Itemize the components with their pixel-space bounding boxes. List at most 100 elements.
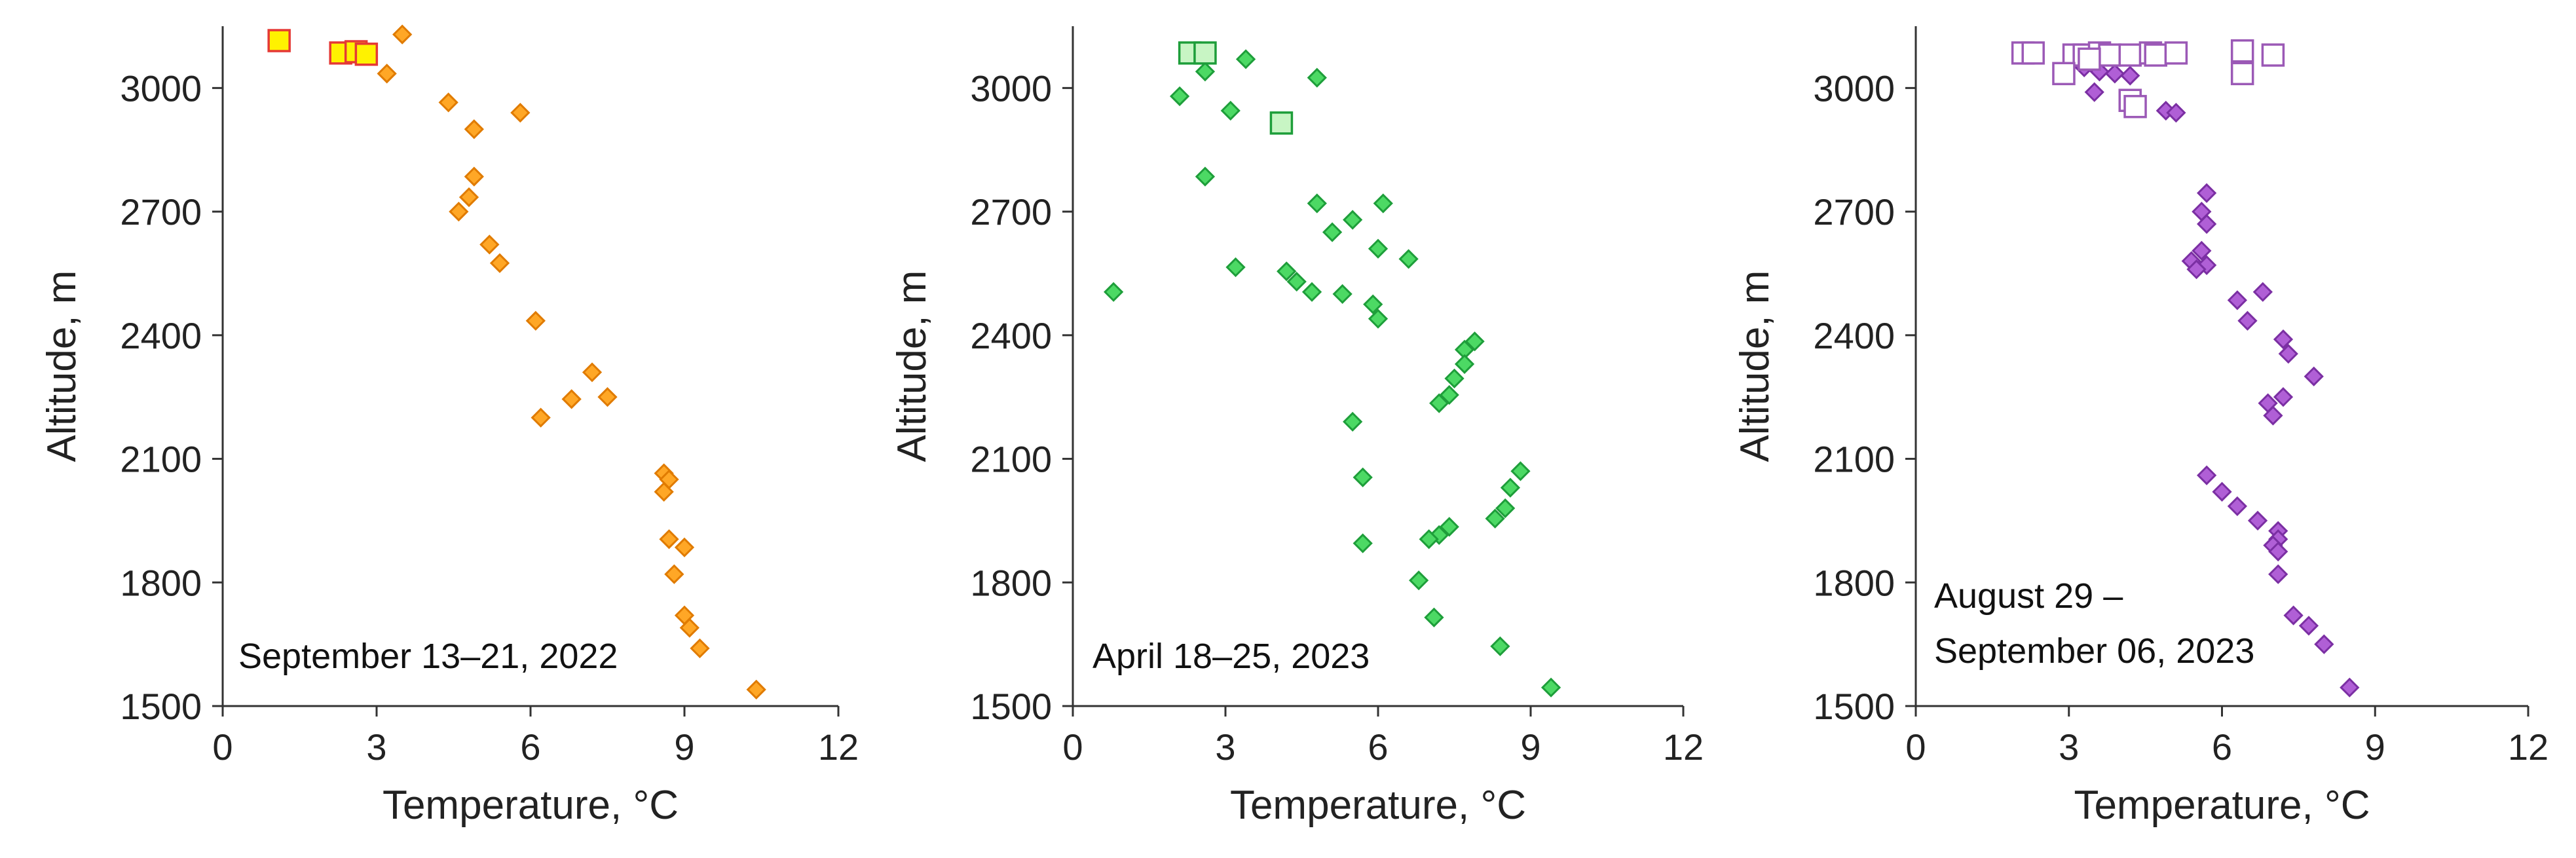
diamond-point (1225, 257, 1246, 278)
diamond-point (1500, 477, 1521, 498)
diamond-point (659, 529, 679, 550)
diamond-point (2247, 510, 2268, 531)
x-tick-label: 12 (1663, 726, 1704, 768)
diamond-point (2340, 677, 2360, 698)
y-tick-label: 1500 (970, 686, 1052, 727)
diamond-point (1540, 677, 1561, 698)
diamond-point (2212, 481, 2232, 502)
diamond-point (449, 201, 469, 222)
diamond-point (1195, 166, 1216, 187)
y-tick-label: 2700 (1813, 191, 1895, 233)
square-point (1193, 41, 1217, 65)
period-annotation: September 06, 2023 (1934, 631, 2254, 671)
y-tick-label: 2100 (1813, 439, 1895, 480)
square-point (2144, 43, 2167, 67)
diamond-point (2298, 616, 2319, 636)
x-axis-title: Temperature, °C (1230, 783, 1526, 828)
x-axis-title: Temperature, °C (2074, 783, 2370, 828)
diamond-point (2227, 290, 2247, 310)
diamond-point (1307, 67, 1327, 88)
diamond-point (1444, 368, 1465, 388)
y-tick-label: 1800 (1813, 562, 1895, 603)
y-tick-label: 2100 (120, 439, 202, 480)
diamond-point (1485, 508, 1505, 529)
diamond-point (392, 24, 413, 45)
x-tick-label: 12 (818, 726, 859, 768)
x-tick-label: 3 (1215, 726, 1235, 768)
y-tick-label: 2700 (970, 191, 1052, 233)
y-axis-title: Altitude, m (39, 270, 84, 462)
square-point (1269, 111, 1294, 135)
diamond-point (1429, 393, 1449, 413)
panel-april-2023: 0 3 6 9 12 1500 1800 2100 2400 2700 3000 Temperatur… (889, 26, 1704, 828)
x-tick-label: 3 (2059, 726, 2079, 768)
diamond-point (1307, 193, 1327, 214)
y-tick-label: 2700 (120, 191, 202, 233)
diamond-point (1409, 570, 1429, 591)
diamond-point (1220, 100, 1241, 121)
diamond-point (1490, 636, 1510, 656)
diamond-point (2273, 329, 2294, 350)
period-annotation: April 18–25, 2023 (1092, 637, 1370, 676)
y-tick-label: 2100 (970, 439, 1052, 480)
y-tick-label: 1800 (970, 562, 1052, 603)
x-tick-label: 3 (366, 726, 386, 768)
panel-september-2022: 0 3 6 9 12 1500 1800 2100 2400 2700 3000 Temperatur… (39, 24, 859, 828)
y-tick-label: 1500 (120, 686, 202, 727)
diamond-point (2084, 82, 2104, 102)
x-tick-label: 9 (674, 726, 694, 768)
diamond-point (2273, 387, 2294, 407)
square-point (354, 43, 379, 66)
diamond-point (2197, 465, 2217, 485)
y-axis-title: Altitude, m (889, 270, 935, 462)
period-annotation: August 29 – (1934, 576, 2123, 616)
y-axis-title: Altitude, m (1732, 270, 1778, 462)
y-tick-label: 2400 (1813, 315, 1895, 356)
x-tick-label: 6 (1368, 726, 1388, 768)
x-tick-label: 6 (2212, 726, 2232, 768)
diamond-point (2268, 564, 2288, 584)
diamond-point (2166, 102, 2186, 123)
x-tick-label: 0 (1905, 726, 1926, 768)
diamond-point (1343, 411, 1363, 432)
diamond-point (1235, 49, 1256, 69)
diamond-point (2197, 183, 2217, 203)
diamond-point (1286, 271, 1307, 292)
diamond-point (510, 102, 531, 123)
diamond-point (1368, 308, 1389, 329)
y-tick-label: 2400 (120, 315, 202, 356)
y-tick-label: 1800 (120, 562, 202, 603)
square-point (2052, 62, 2076, 86)
square-point (2078, 47, 2101, 71)
diamond-point (464, 166, 484, 187)
x-tick-label: 0 (1062, 726, 1083, 768)
x-tick-label: 9 (1520, 726, 1540, 768)
diamond-point (438, 92, 458, 113)
diamond-point (531, 407, 551, 428)
diamond-point (489, 253, 510, 273)
diamond-point (2278, 344, 2298, 364)
y-tick-label: 3000 (1813, 67, 1895, 109)
diamond-point (1424, 607, 1444, 627)
diamond-point (561, 389, 582, 409)
diamond-point (1495, 498, 1516, 519)
diamond-point (679, 618, 700, 638)
diamond-point (1373, 193, 1393, 214)
y-tick-label: 3000 (970, 67, 1052, 109)
diamond-point (2227, 496, 2247, 517)
diamond-point (1169, 86, 1190, 107)
diamond-point (1322, 222, 1343, 242)
x-axis-title: Temperature, °C (383, 783, 679, 828)
diamond-point (2237, 310, 2258, 331)
diamond-point (1277, 261, 1297, 282)
diamond-point (2197, 214, 2217, 234)
diamond-point (2268, 541, 2288, 562)
panel-august-september-2023: 0 3 6 9 12 1500 1800 2100 2400 2700 3000 Temperatur… (1732, 26, 2548, 828)
diamond-point (2186, 259, 2207, 280)
diamond-point (2314, 634, 2334, 654)
square-point (2098, 43, 2121, 67)
diamond-point (746, 679, 766, 699)
diamond-point (525, 310, 546, 331)
diamond-point (1510, 461, 1531, 481)
diamond-point (1353, 533, 1373, 553)
